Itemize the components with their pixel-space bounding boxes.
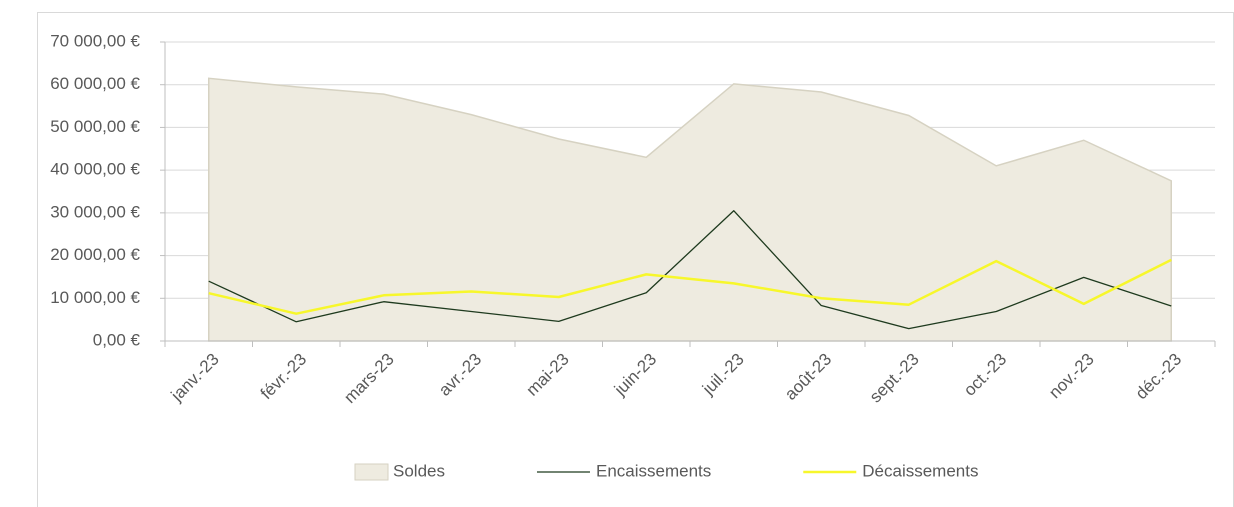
y-tick-label: 30 000,00 € — [50, 202, 140, 221]
legend-label: Encaissements — [596, 461, 711, 480]
y-tick-label: 50 000,00 € — [50, 117, 140, 136]
legend-label: Soldes — [393, 461, 445, 480]
x-tick-label: mars-23 — [340, 350, 398, 408]
x-tick-label: sept.-23 — [866, 350, 923, 407]
x-tick-label: avr.-23 — [435, 350, 485, 400]
legend-swatch — [354, 463, 389, 481]
x-tick-label: juin-23 — [610, 350, 660, 400]
x-tick-label: nov.-23 — [1045, 350, 1098, 403]
x-tick-label: juil.-23 — [698, 350, 748, 400]
y-tick-label: 10 000,00 € — [50, 288, 140, 307]
line — [208, 258, 1172, 315]
x-tick-label: déc.-23 — [1132, 350, 1186, 404]
x-tick-label: oct.-23 — [960, 350, 1010, 400]
y-tick-label: 20 000,00 € — [50, 245, 140, 264]
x-tick-label: févr.-23 — [257, 350, 311, 404]
area — [208, 77, 1172, 342]
y-tick-label: 70 000,00 € — [50, 31, 140, 50]
y-tick-label: 60 000,00 € — [50, 74, 140, 93]
x-tick-label: janv.-23 — [167, 350, 223, 406]
y-tick-label: 0,00 € — [93, 330, 141, 349]
legend-label: Décaissements — [862, 461, 978, 480]
line — [208, 210, 1172, 330]
x-tick-label: mai-23 — [523, 350, 573, 400]
y-tick-label: 40 000,00 € — [50, 160, 140, 179]
x-tick-label: août-23 — [781, 350, 835, 404]
